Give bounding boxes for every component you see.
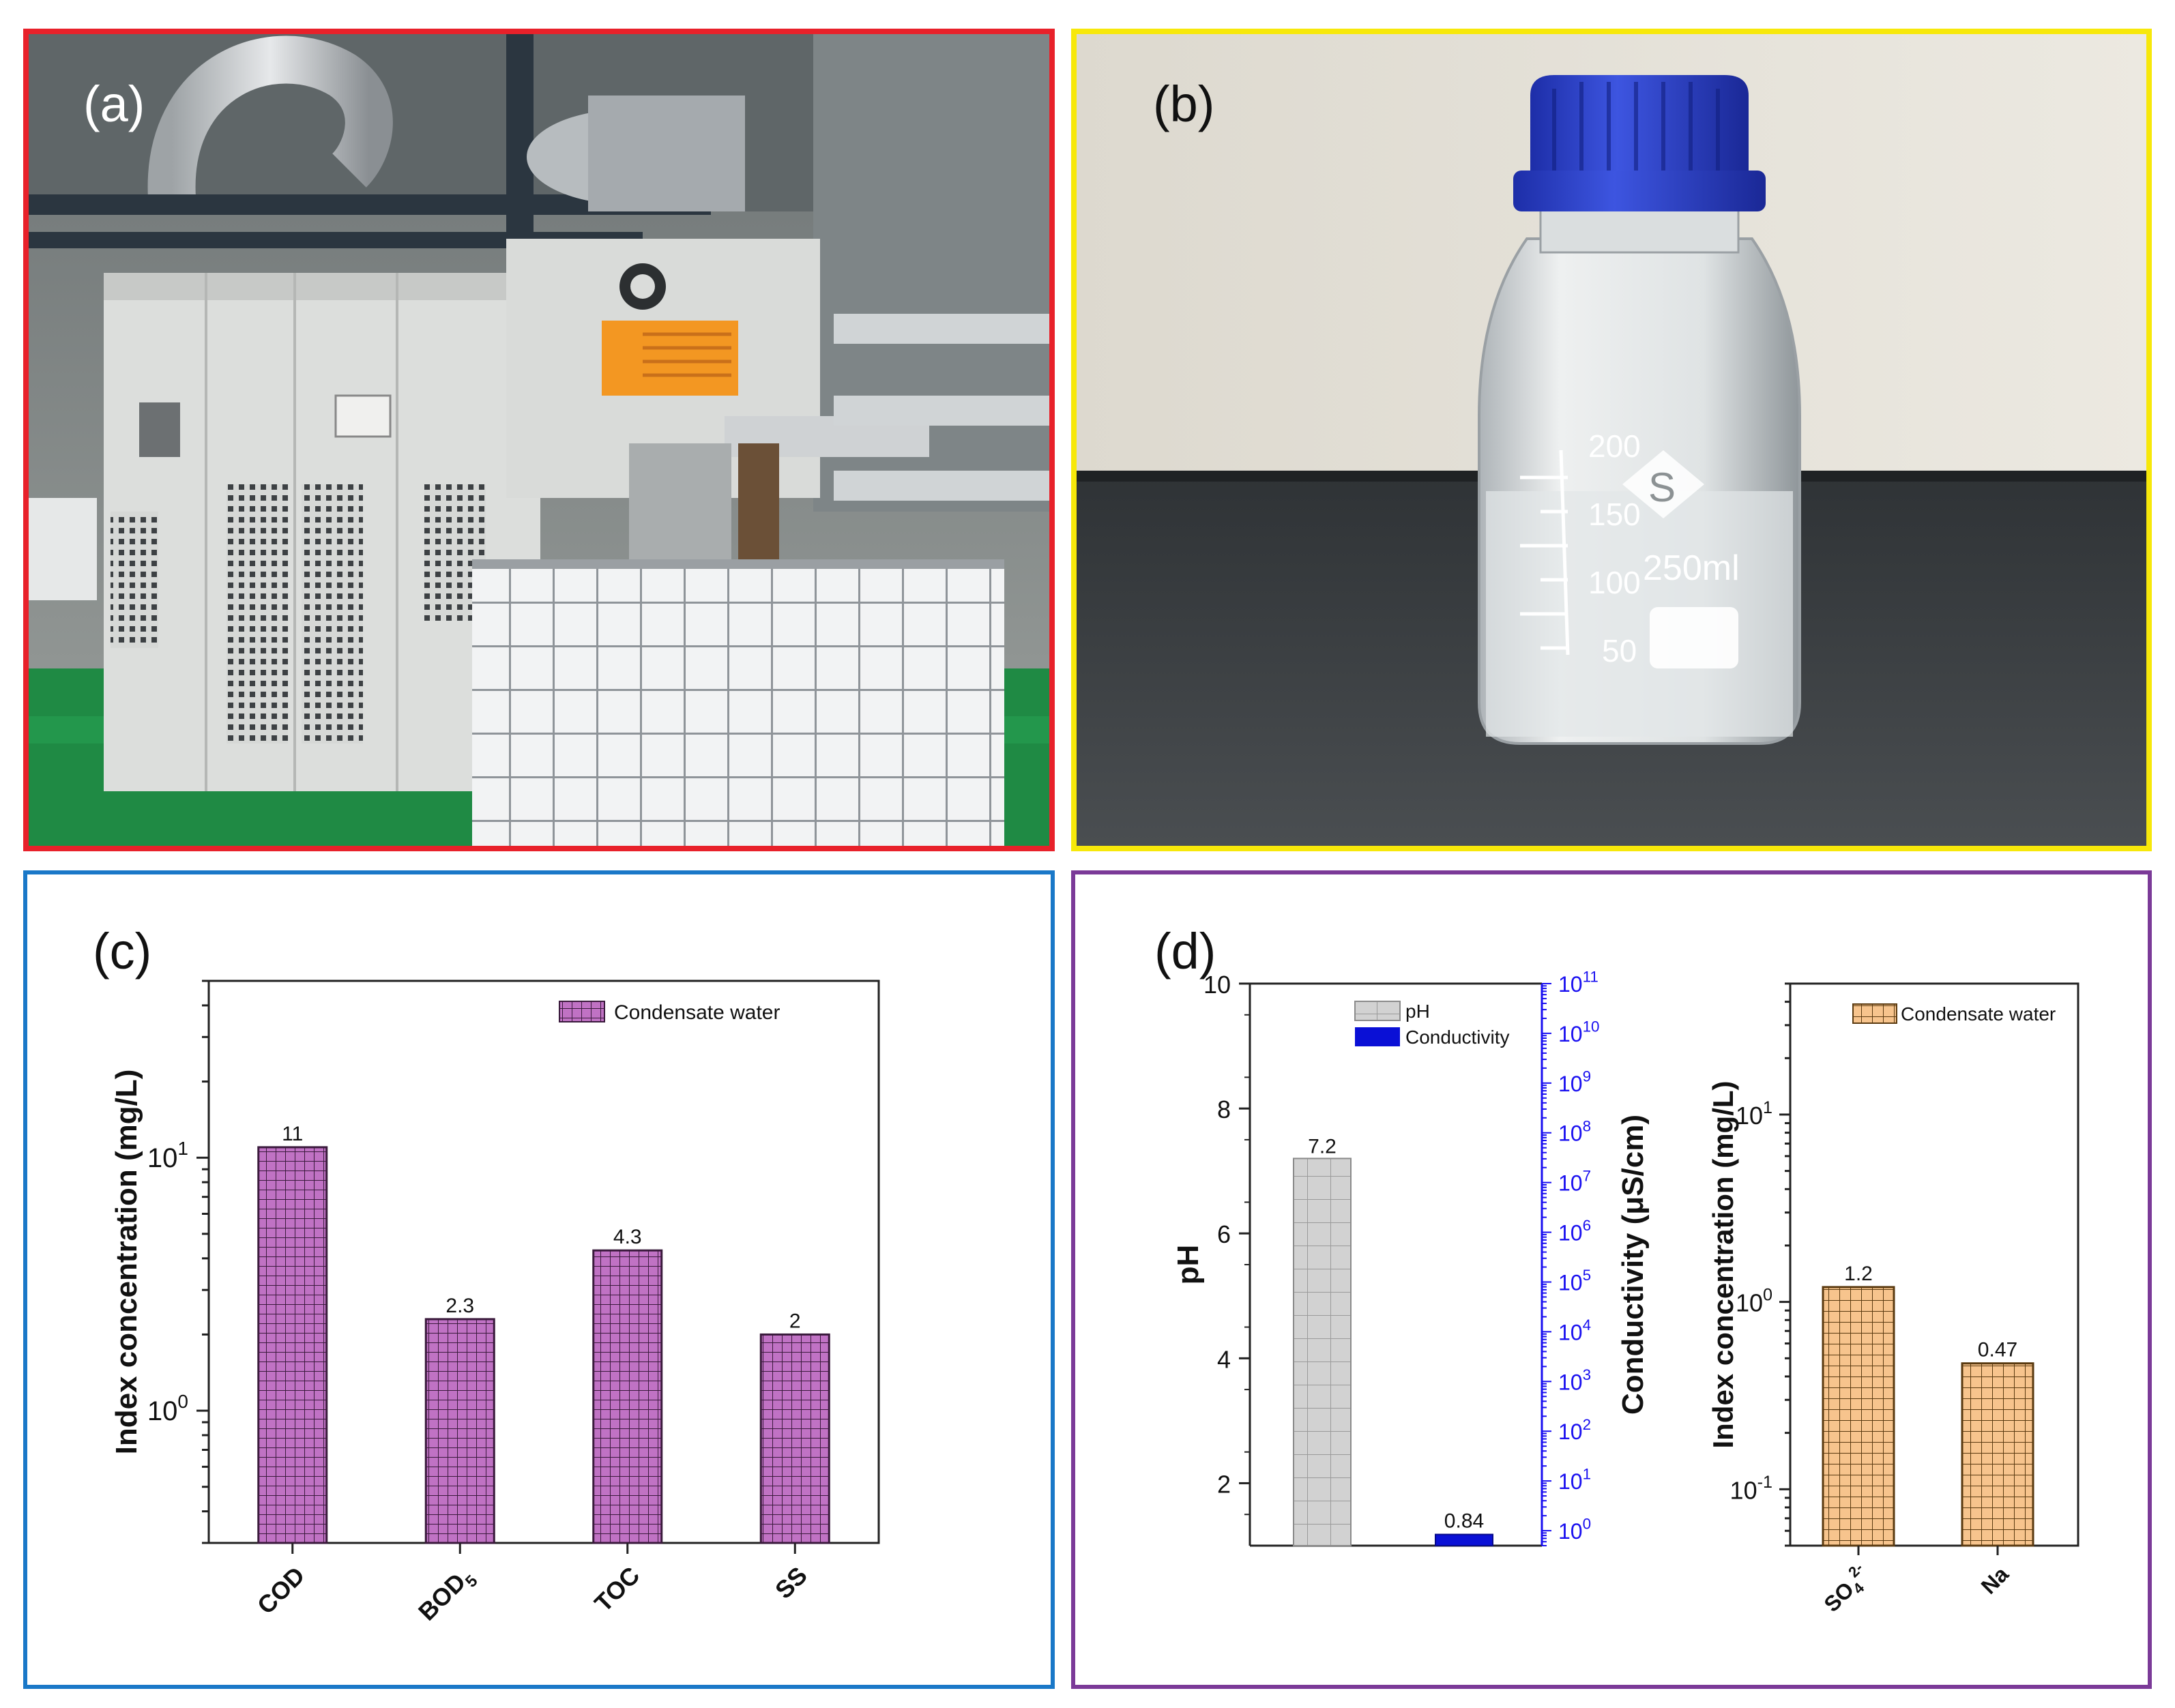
y2-axis-label: Conductivity (μS/cm) [1616,1115,1650,1415]
data-label: 4.3 [613,1226,642,1248]
y-tick-label: 101 [1736,1098,1772,1130]
bar-cod [257,1146,328,1544]
panel-a-label: (a) [83,76,145,132]
panel-c-chart: (c) 100 101 11 COD 2.3 BOD5 4.3 TOC 2 SS Index con… [23,870,1055,1689]
panel-d-label: (d) [1154,923,1216,980]
plot-frame-c [207,980,880,1544]
legend-label-ph: pH [1405,1001,1430,1022]
equipment-photo [29,34,1049,846]
y2-tick-label: 107 [1558,1167,1591,1195]
data-label: 1.2 [1844,1263,1873,1285]
y-tick-label: 100 [147,1391,188,1426]
y2-tick-label: 103 [1558,1366,1591,1394]
y2-tick-label: 1010 [1558,1018,1600,1046]
y2-tick-label: 101 [1558,1466,1591,1494]
panel-b-photo: 200 150 100 50 250ml S (b) [1071,29,2152,851]
x-tick-label: Na [1976,1561,2014,1599]
y-axis-label: pH [1171,1245,1205,1285]
bottle-logo: S [1648,465,1676,510]
y2-tick-label: 106 [1558,1217,1591,1245]
bar-ph [1293,1158,1352,1547]
panel-c-label: (c) [93,923,152,980]
bottle-mark-100: 100 [1588,565,1641,600]
bar-ss [759,1333,830,1544]
y2-tick-label: 100 [1558,1516,1591,1544]
x-tick-label: BOD5 [413,1561,482,1630]
bottle-photo: 200 150 100 50 250ml S [1077,34,2146,846]
bottle-volume: 250ml [1643,548,1740,588]
bottle-mark-150: 150 [1588,497,1641,532]
plot-frame-d-right [1789,982,2079,1547]
bar-bod5 [424,1318,495,1544]
y-tick-label: 2 [1217,1470,1231,1498]
data-label: 2 [789,1310,801,1332]
legend-label-conductivity: Conductivity [1405,1027,1510,1048]
bar-so4 [1822,1286,1895,1547]
x-tick-label: COD [252,1561,310,1620]
data-label: 0.84 [1444,1510,1484,1533]
bottle-mark-50: 50 [1602,633,1637,668]
y-tick-label: 8 [1217,1095,1231,1123]
data-label: 0.47 [1978,1339,2017,1361]
y2-tick-label: 102 [1558,1416,1591,1444]
y-tick-label: 10 [1203,971,1231,999]
data-label: 7.2 [1308,1135,1337,1158]
legend-swatch [559,1001,605,1022]
y-tick-label: 10-1 [1730,1473,1772,1504]
legend-label: Condensate water [1901,1003,2056,1025]
y-tick-label: 100 [1736,1285,1772,1316]
x-tick-label: SS [770,1561,813,1604]
chart-c: 100 101 11 COD 2.3 BOD5 4.3 TOC 2 SS Index concent… [110,980,880,1630]
y2-tick-label: 104 [1558,1316,1591,1344]
bar-na [1961,1362,2034,1547]
y2-tick-label: 108 [1558,1117,1591,1145]
y2-tick-label: 105 [1558,1267,1591,1295]
data-label: 11 [282,1123,303,1145]
legend-swatch [1852,1003,1897,1024]
bar-conductivity [1435,1533,1493,1546]
panel-a-photo: (a) [23,29,1055,851]
y2-tick-label: 1011 [1558,969,1599,997]
panel-d-chart: (d) 2 4 6 8 10 100 101 102 103 104 105 106 107 108 109… [1071,870,2152,1689]
x-tick-label: SO42- [1817,1559,1877,1619]
legend-label: Condensate water [614,1001,780,1024]
bottle-mark-200: 200 [1588,428,1641,464]
y-tick-label: 4 [1217,1345,1231,1373]
bar-toc [592,1249,663,1544]
y-axis-label: Index concentration (mg/L) [110,1070,143,1455]
y2-tick-label: 109 [1558,1068,1591,1095]
chart-d: 2468101001011021031041051061071081091010… [1171,969,2079,1619]
legend-swatch-ph [1354,1001,1401,1021]
y-axis-label: Index concentration (mg/L) [1707,1080,1739,1448]
x-tick-label: TOC [589,1561,645,1617]
data-label: 2.3 [446,1295,474,1317]
legend-swatch-conductivity [1355,1027,1400,1046]
panel-b-label: (b) [1153,76,1215,132]
y-tick-label: 101 [147,1138,188,1173]
y-tick-label: 6 [1217,1220,1231,1248]
